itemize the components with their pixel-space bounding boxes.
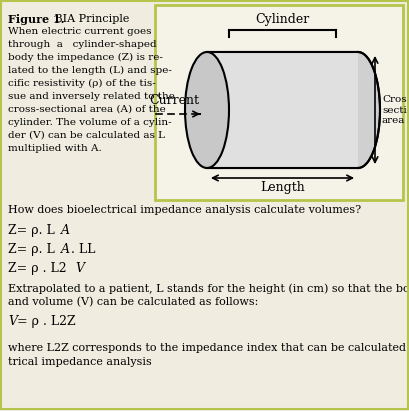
Text: Cross
sectional
area: Cross sectional area <box>381 95 409 125</box>
Text: multiplied with A.: multiplied with A. <box>8 144 101 153</box>
Text: cylinder. The volume of a cylin-: cylinder. The volume of a cylin- <box>8 118 171 127</box>
Text: Cylinder: Cylinder <box>255 12 309 25</box>
Text: and volume (V) can be calculated as follows:: and volume (V) can be calculated as foll… <box>8 297 258 307</box>
Text: where L2Z corresponds to the impedance index that can be calculated with bioelec: where L2Z corresponds to the impedance i… <box>8 343 409 353</box>
Text: lated to the length (L) and spe-: lated to the length (L) and spe- <box>8 66 171 75</box>
Ellipse shape <box>184 52 229 168</box>
Text: When electric current goes: When electric current goes <box>8 27 151 36</box>
Text: through  a   cylinder-shaped: through a cylinder-shaped <box>8 40 156 49</box>
Text: = ρ . L2Z: = ρ . L2Z <box>17 315 75 328</box>
Ellipse shape <box>335 52 379 168</box>
Bar <box>155 5 402 200</box>
Text: Figure 1.: Figure 1. <box>8 14 64 25</box>
Text: BIA Principle: BIA Principle <box>51 14 129 24</box>
Text: How does bioelectrical impedance analysis calculate volumes?: How does bioelectrical impedance analysi… <box>8 205 360 215</box>
Text: cross-sectional area (A) of the: cross-sectional area (A) of the <box>8 105 165 114</box>
Bar <box>207 52 357 168</box>
Text: cific resistivity (ρ) of the tis-: cific resistivity (ρ) of the tis- <box>8 79 155 88</box>
Text: A: A <box>61 243 70 256</box>
Text: Length: Length <box>259 180 304 194</box>
Text: A: A <box>61 224 70 237</box>
Text: V: V <box>75 262 84 275</box>
Text: V: V <box>8 315 17 328</box>
Ellipse shape <box>184 52 229 168</box>
Text: Z= ρ. L: Z= ρ. L <box>8 224 55 237</box>
Text: Z= ρ . L2: Z= ρ . L2 <box>8 262 67 275</box>
Text: Extrapolated to a patient, L stands for the height (in cm) so that the body comp: Extrapolated to a patient, L stands for … <box>8 283 409 293</box>
Text: trical impedance analysis: trical impedance analysis <box>8 357 151 367</box>
Text: . LL: . LL <box>71 243 95 256</box>
Text: der (V) can be calculated as L: der (V) can be calculated as L <box>8 131 164 140</box>
Text: Current: Current <box>148 94 198 107</box>
Text: Z= ρ. L: Z= ρ. L <box>8 243 55 256</box>
Text: sue and inversely related to the: sue and inversely related to the <box>8 92 175 101</box>
Text: body the impedance (Z) is re-: body the impedance (Z) is re- <box>8 53 162 62</box>
Bar <box>207 52 357 168</box>
